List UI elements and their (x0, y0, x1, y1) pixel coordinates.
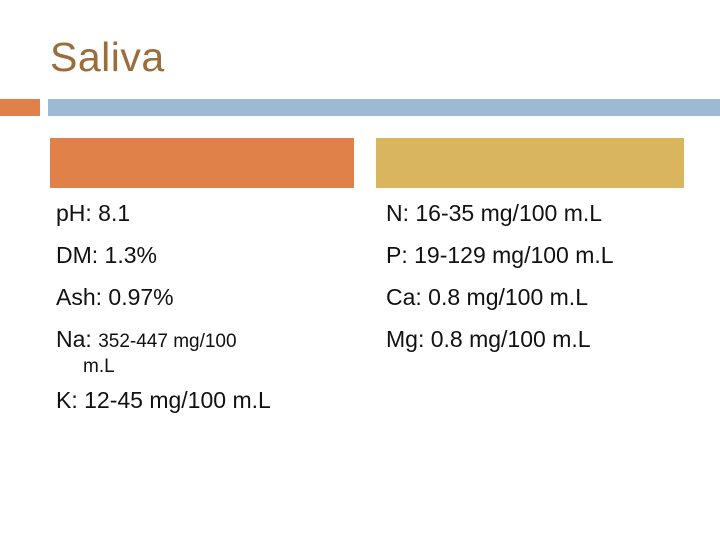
title-accent-orange (0, 99, 40, 116)
right-column: N: 16-35 mg/100 m.L P: 19-129 mg/100 m.L… (386, 199, 706, 367)
title-accent-blue (48, 99, 720, 116)
ca-value: Ca: 0.8 mg/100 m.L (386, 284, 588, 310)
dm-value: DM: 1.3% (56, 242, 157, 268)
mg-value: Mg: 0.8 mg/100 m.L (386, 326, 591, 352)
na-label: Na: (56, 326, 99, 352)
slide-title: Saliva (50, 34, 165, 80)
left-column-header-bar (50, 138, 354, 188)
na-value: 352-447 mg/100 (98, 331, 237, 352)
p-value: P: 19-129 mg/100 m.L (386, 242, 614, 268)
na-item: Na: 352-447 mg/100 m.L (56, 325, 356, 378)
k-value: K: 12-45 mg/100 m.L (56, 387, 271, 413)
n-value: N: 16-35 mg/100 m.L (386, 200, 603, 226)
right-column-header-bar (376, 138, 684, 188)
left-column: pH: 8.1 DM: 1.3% Ash: 0.97% Na: 352-447 … (56, 199, 356, 428)
ash-value: Ash: 0.97% (56, 284, 174, 310)
na-unit: m.L (83, 356, 115, 377)
ph-value: pH: 8.1 (56, 200, 131, 226)
